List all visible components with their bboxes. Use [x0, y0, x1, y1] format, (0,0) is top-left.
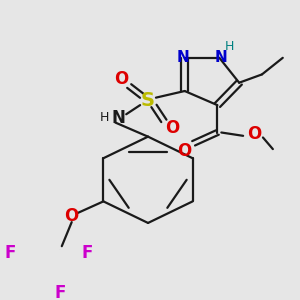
Text: F: F: [54, 284, 65, 300]
Text: N: N: [215, 50, 228, 65]
Text: O: O: [247, 125, 261, 143]
Text: O: O: [165, 119, 179, 137]
Text: H: H: [100, 111, 109, 124]
Text: N: N: [111, 109, 125, 127]
Text: O: O: [64, 207, 79, 225]
Text: O: O: [114, 70, 128, 88]
Text: F: F: [82, 244, 93, 262]
Text: O: O: [178, 142, 192, 160]
Text: F: F: [4, 244, 16, 262]
Text: H: H: [225, 40, 234, 53]
Text: N: N: [176, 50, 189, 65]
Text: S: S: [141, 92, 155, 110]
